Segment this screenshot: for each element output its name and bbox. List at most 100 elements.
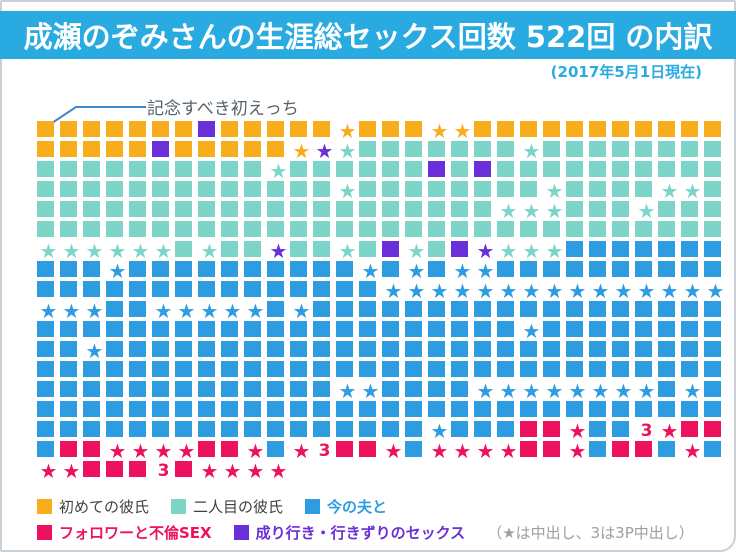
grid-cell: [267, 421, 284, 437]
legend-item: フォロワーと不倫SEX: [37, 522, 212, 543]
grid-cell: [83, 361, 100, 377]
legend-label: フォロワーと不倫SEX: [59, 524, 212, 542]
grid-cell: [681, 301, 698, 317]
grid-cell: [129, 261, 146, 277]
grid-cell: [359, 281, 376, 297]
grid-cell: [83, 461, 100, 477]
grid-cell: [451, 141, 468, 157]
grid-cell: [359, 121, 376, 137]
legend-row-2: フォロワーと不倫SEX 成り行き・行きずりのセックス （★は中出し、3は3P中出し）: [37, 522, 694, 543]
grid-cell: [497, 181, 514, 197]
grid-cell: [221, 341, 238, 357]
grid-cell: [658, 241, 675, 257]
grid-cell: [336, 341, 353, 357]
grid-cell: [520, 401, 537, 417]
grid-cell: [175, 161, 192, 177]
grid-cell: [60, 181, 77, 197]
grid-cell: [290, 261, 307, 277]
grid-cell: [106, 321, 123, 337]
annotation-connector-line: [45, 106, 146, 128]
grid-cell: [290, 321, 307, 337]
grid-cell: [221, 161, 238, 177]
grid-cell: [175, 461, 192, 477]
grid-cell: [336, 221, 353, 237]
legend-item: 初めての彼氏: [37, 496, 149, 517]
grid-cell: [382, 421, 399, 437]
grid-cell: [612, 261, 629, 277]
grid-cell: [83, 321, 100, 337]
grid-cell: [543, 361, 560, 377]
grid-cell: [60, 121, 77, 137]
grid-cell: [106, 301, 123, 317]
grid-cell: ★: [637, 379, 656, 403]
grid-cell: [290, 181, 307, 197]
grid-cell: ★: [683, 439, 702, 463]
grid-cell: [83, 401, 100, 417]
grid-cell: ★: [361, 259, 380, 283]
grid-cell: [405, 161, 422, 177]
grid-cell: [405, 141, 422, 157]
grid-cell: [405, 221, 422, 237]
grid-cell: [37, 261, 54, 277]
grid-cell: [106, 401, 123, 417]
grid-cell: [543, 441, 560, 457]
grid-cell: [37, 421, 54, 437]
page-title: 成瀬のぞみさんの生涯総セックス回数 522回 の内訳: [23, 20, 713, 54]
grid-cell: [267, 361, 284, 377]
grid-cell: [382, 141, 399, 157]
grid-cell: [152, 261, 169, 277]
grid-cell: [704, 181, 721, 197]
grid-cell: ★: [476, 439, 495, 463]
grid-cell: [313, 201, 330, 217]
grid-cell: [359, 141, 376, 157]
grid-cell: ★: [154, 439, 173, 463]
legend-label: 二人目の彼氏: [193, 498, 284, 516]
legend-item: 今の夫と: [305, 496, 387, 517]
grid-cell: [497, 261, 514, 277]
grid-cell: ★: [338, 239, 357, 263]
grid-cell: [83, 161, 100, 177]
grid-cell: [313, 421, 330, 437]
grid-cell: [497, 321, 514, 337]
grid-cell: [290, 381, 307, 397]
grid-cell: ★: [499, 199, 518, 223]
grid-cell: ★: [407, 279, 426, 303]
grid-cell: [290, 401, 307, 417]
grid-cell: [589, 201, 606, 217]
grid-cell: [382, 341, 399, 357]
grid-cell: ★: [614, 279, 633, 303]
grid-cell: [612, 221, 629, 237]
grid-cell: [589, 421, 606, 437]
grid-cell: [83, 261, 100, 277]
grid-cell: [313, 341, 330, 357]
grid-cell: [382, 321, 399, 337]
grid-cell: [543, 401, 560, 417]
grid-cell: [658, 341, 675, 357]
grid-cell: [106, 361, 123, 377]
grid-cell: [635, 221, 652, 237]
grid-cell: [221, 201, 238, 217]
grid-cell: ★: [522, 279, 541, 303]
grid-cell: [451, 381, 468, 397]
grid-cell: [129, 161, 146, 177]
grid-cell: [290, 201, 307, 217]
grid-cell: [221, 401, 238, 417]
grid-cell: [543, 321, 560, 337]
grid-cell: ★: [430, 279, 449, 303]
grid-cell: [428, 361, 445, 377]
grid-cell: [589, 241, 606, 257]
grid-cell: [37, 121, 54, 137]
grid-cell: [359, 401, 376, 417]
grid-cell: [612, 441, 629, 457]
grid-cell: [704, 341, 721, 357]
grid-cell: [60, 201, 77, 217]
grid-cell: [152, 341, 169, 357]
grid-cell: [589, 301, 606, 317]
grid-cell: [60, 401, 77, 417]
grid-cell: [106, 281, 123, 297]
grid-cell: [543, 121, 560, 137]
grid-cell: [428, 161, 445, 177]
grid-cell: ★: [476, 239, 495, 263]
grid-cell: [543, 341, 560, 357]
legend-swatch-teal: [171, 499, 187, 514]
